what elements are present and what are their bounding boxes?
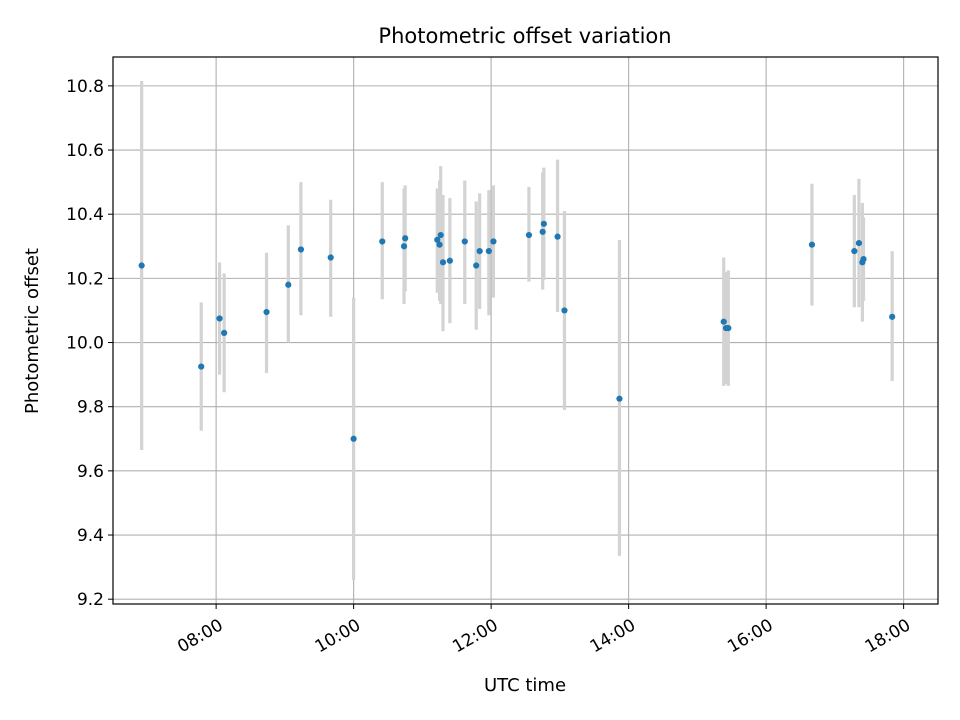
data-point — [561, 307, 568, 314]
chart-title: Photometric offset variation — [378, 24, 671, 48]
data-point — [285, 281, 292, 288]
y-tick-label: 9.8 — [77, 398, 104, 418]
data-point — [138, 262, 145, 269]
data-point — [889, 313, 896, 320]
data-point — [446, 257, 453, 264]
y-tick-label: 10.6 — [66, 141, 104, 161]
y-tick-label: 10.4 — [66, 205, 104, 225]
data-point — [485, 247, 492, 255]
data-point — [297, 246, 305, 253]
plot-area — [113, 57, 938, 604]
data-point — [860, 256, 867, 263]
data-point — [434, 236, 441, 243]
data-point — [400, 243, 408, 250]
data-point — [198, 363, 205, 370]
data-point — [350, 435, 357, 442]
data-point — [473, 262, 480, 269]
data-point — [461, 238, 468, 245]
y-tick-label: 10.2 — [66, 269, 104, 289]
data-point — [720, 318, 727, 325]
data-points — [138, 220, 896, 442]
plot-frame — [112, 56, 939, 605]
data-point — [402, 235, 409, 242]
data-point — [525, 231, 533, 239]
data-point — [436, 241, 443, 248]
data-point — [379, 238, 386, 245]
grid — [113, 57, 938, 604]
data-point — [616, 395, 623, 402]
data-point — [490, 238, 497, 245]
data-point — [808, 241, 816, 248]
data-point — [437, 231, 444, 239]
data-point — [476, 247, 483, 255]
y-tick-label: 10.0 — [66, 334, 104, 354]
data-point — [855, 239, 863, 247]
data-point — [216, 315, 223, 322]
y-tick-label: 9.4 — [77, 526, 104, 546]
data-point — [540, 220, 547, 227]
data-point — [725, 324, 732, 332]
x-axis-title: UTC time — [484, 675, 566, 696]
data-point — [851, 247, 858, 255]
data-point — [554, 233, 561, 240]
data-point — [327, 254, 334, 261]
data-point — [221, 329, 228, 337]
y-tick-label: 9.2 — [77, 590, 104, 610]
y-axis-title: Photometric offset — [22, 248, 43, 414]
data-point — [539, 228, 546, 235]
y-tick-label: 9.6 — [77, 462, 104, 482]
data-point — [439, 259, 447, 266]
y-axis-ticks: 9.2 9.4 9.6 9.8 10.0 10.2 10.4 10.6 10.8 — [66, 77, 113, 610]
y-tick-label: 10.8 — [66, 77, 104, 97]
data-point — [263, 308, 270, 316]
